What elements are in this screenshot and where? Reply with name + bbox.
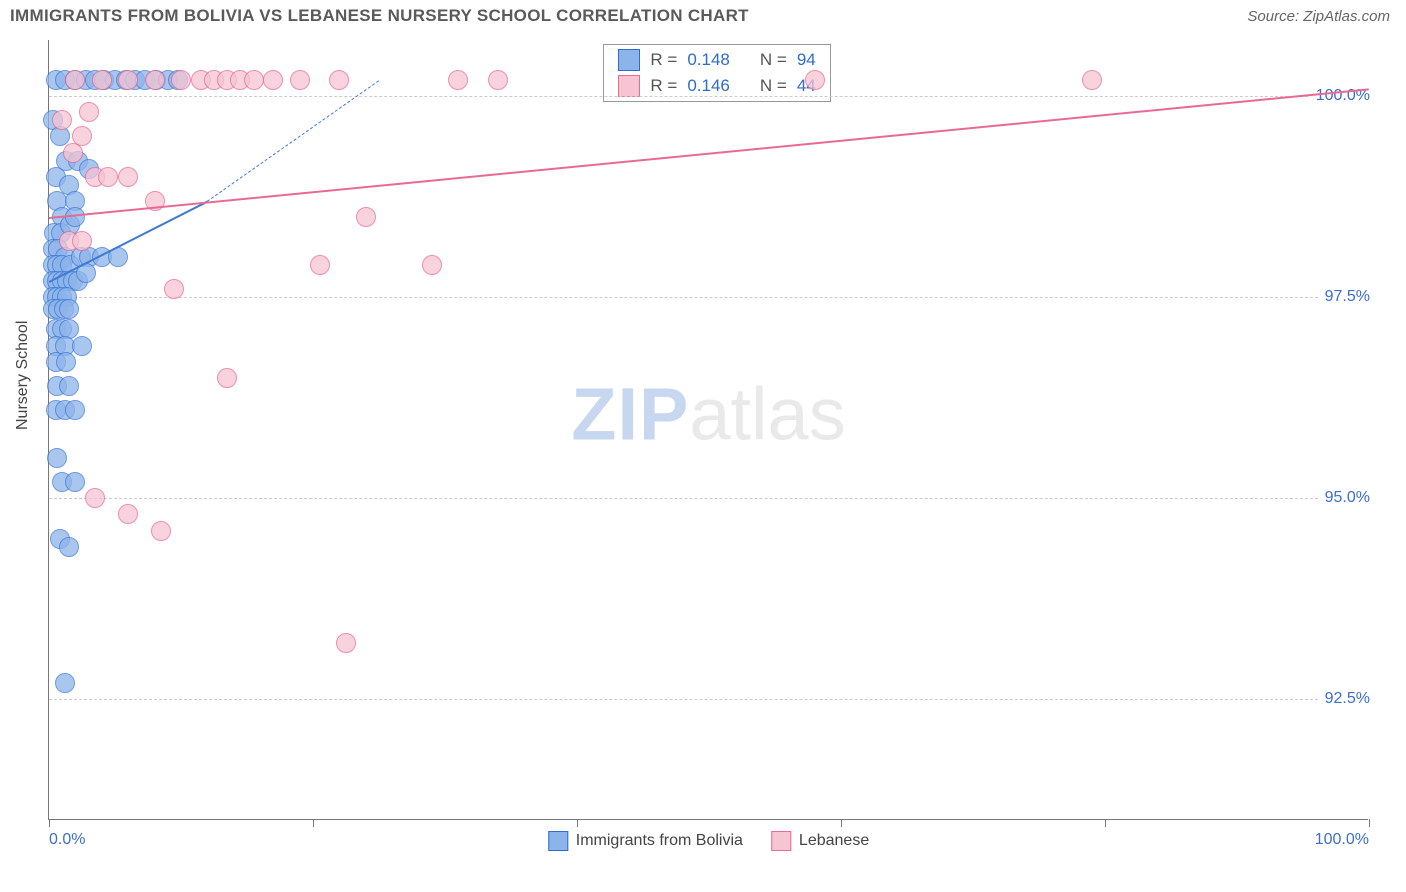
watermark-atlas: atlas	[689, 372, 845, 455]
gridline	[49, 297, 1368, 298]
watermark: ZIPatlas	[571, 371, 845, 456]
x-tick	[841, 819, 842, 827]
gridline	[49, 498, 1368, 499]
data-point	[56, 352, 76, 372]
data-point	[1082, 70, 1102, 90]
y-tick-label: 92.5%	[1319, 690, 1370, 708]
data-point	[47, 448, 67, 468]
data-point	[310, 255, 330, 275]
trend-line	[49, 88, 1369, 219]
data-point	[59, 299, 79, 319]
data-point	[118, 70, 138, 90]
gridline	[49, 699, 1368, 700]
data-point	[65, 70, 85, 90]
r-label: R =	[650, 76, 677, 96]
legend-swatch	[548, 831, 568, 851]
n-label: N =	[760, 50, 787, 70]
data-point	[805, 70, 825, 90]
data-point	[79, 102, 99, 122]
data-point	[422, 255, 442, 275]
source-name: ZipAtlas.com	[1303, 8, 1390, 25]
data-point	[59, 376, 79, 396]
legend-swatch	[618, 75, 640, 97]
data-point	[65, 472, 85, 492]
source-prefix: Source:	[1247, 8, 1303, 25]
trend-line	[207, 80, 379, 201]
data-point	[118, 504, 138, 524]
chart-title: IMMIGRANTS FROM BOLIVIA VS LEBANESE NURS…	[10, 6, 749, 26]
data-point	[85, 488, 105, 508]
data-point	[72, 336, 92, 356]
data-point	[55, 673, 75, 693]
data-point	[145, 70, 165, 90]
data-point	[118, 167, 138, 187]
data-point	[92, 70, 112, 90]
r-value: 0.146	[687, 76, 730, 96]
data-point	[488, 70, 508, 90]
data-point	[244, 70, 264, 90]
scatter-plot: ZIPatlas R =0.148N =94R =0.146N =44 Immi…	[48, 40, 1368, 820]
data-point	[329, 70, 349, 90]
x-tick	[1369, 819, 1370, 827]
legend-label: Lebanese	[799, 832, 869, 850]
x-tick	[1105, 819, 1106, 827]
legend-row: R =0.146N =44	[604, 73, 829, 99]
data-point	[336, 633, 356, 653]
data-point	[72, 231, 92, 251]
data-point	[63, 143, 83, 163]
x-tick	[577, 819, 578, 827]
gridline	[49, 96, 1368, 97]
n-value: 94	[797, 50, 816, 70]
x-tick-label: 0.0%	[49, 831, 85, 849]
data-point	[98, 167, 118, 187]
data-point	[52, 110, 72, 130]
series-legend: Immigrants from Bolivia Lebanese	[548, 831, 869, 851]
x-tick	[49, 819, 50, 827]
data-point	[164, 279, 184, 299]
legend-label: Immigrants from Bolivia	[576, 832, 743, 850]
legend-swatch	[771, 831, 791, 851]
data-point	[171, 70, 191, 90]
r-label: R =	[650, 50, 677, 70]
data-point	[356, 207, 376, 227]
data-point	[217, 368, 237, 388]
data-point	[65, 400, 85, 420]
data-point	[263, 70, 283, 90]
data-point	[448, 70, 468, 90]
watermark-zip: ZIP	[571, 372, 689, 455]
data-point	[59, 537, 79, 557]
y-axis-title: Nursery School	[14, 321, 32, 430]
legend-swatch	[618, 49, 640, 71]
legend-row: R = 0.148 N = 94	[604, 47, 829, 73]
x-tick	[313, 819, 314, 827]
legend-item: Immigrants from Bolivia	[548, 831, 743, 851]
header: IMMIGRANTS FROM BOLIVIA VS LEBANESE NURS…	[0, 0, 1406, 32]
y-tick-label: 95.0%	[1319, 489, 1370, 507]
correlation-legend: R =0.148N =94R =0.146N =44	[603, 44, 830, 102]
r-value: 0.148	[687, 50, 730, 70]
y-tick-label: 97.5%	[1319, 288, 1370, 306]
n-label: N =	[760, 76, 787, 96]
legend-item: Lebanese	[771, 831, 869, 851]
data-point	[151, 521, 171, 541]
data-point	[290, 70, 310, 90]
source-attribution: Source: ZipAtlas.com	[1247, 8, 1390, 25]
x-tick-label: 100.0%	[1315, 831, 1369, 849]
